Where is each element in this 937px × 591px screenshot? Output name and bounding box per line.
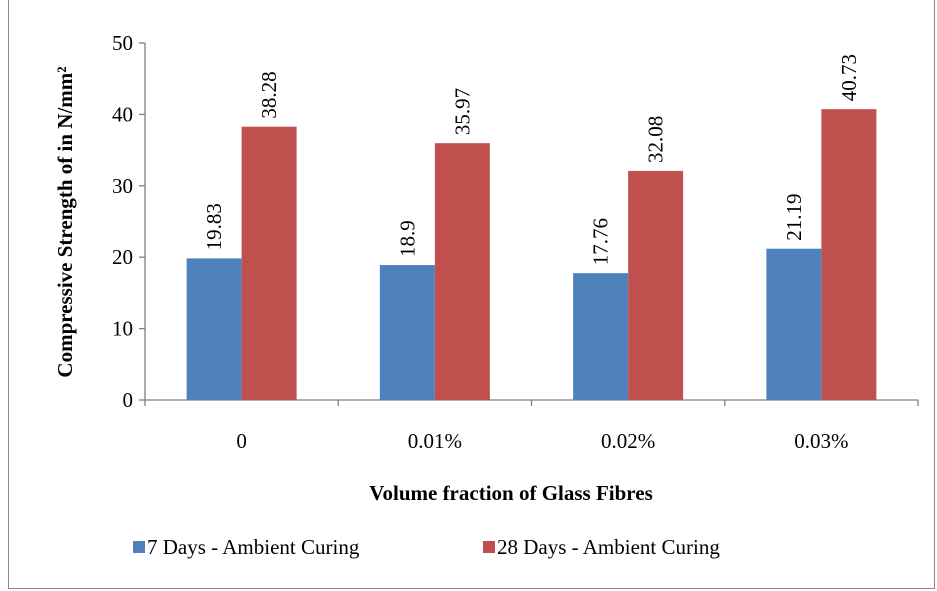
data-label: 32.08 (644, 116, 668, 163)
legend-label: 28 Days - Ambient Curing (497, 535, 720, 559)
y-tick-label: 50 (112, 31, 133, 55)
y-axis-ticks: 0 10 20 30 40 50 (112, 31, 145, 412)
bar (821, 109, 877, 400)
x-axis-ticks: 0 0.01% 0.02% 0.03% (144, 400, 919, 453)
legend-swatch (133, 541, 145, 553)
data-labels-group: 19.83 38.28 18.9 35.97 17.76 32.08 21.19 40.73 (202, 54, 861, 265)
y-axis-title: Compressive Strength of in N/mm² (53, 66, 77, 377)
y-tick-label: 20 (112, 245, 133, 269)
y-tick-label: 0 (123, 388, 134, 412)
data-label: 19.83 (202, 203, 226, 250)
data-label: 21.19 (782, 193, 806, 240)
x-tick-label: 0.01% (408, 429, 462, 453)
data-label: 38.28 (257, 71, 281, 118)
legend-swatch (483, 541, 495, 553)
x-tick-label: 0 (236, 429, 247, 453)
x-tick-label: 0.02% (601, 429, 655, 453)
bar (766, 248, 822, 400)
legend-label: 7 Days - Ambient Curing (147, 535, 360, 559)
chart-frame (8, 0, 935, 589)
bar (434, 143, 490, 400)
bars-group (186, 109, 877, 401)
bar (186, 258, 242, 400)
bar (573, 273, 629, 400)
x-axis-title: Volume fraction of Glass Fibres (369, 481, 653, 505)
data-label: 40.73 (837, 54, 861, 101)
y-tick-label: 10 (112, 317, 133, 341)
data-label: 18.9 (395, 220, 419, 257)
bar (379, 265, 435, 400)
bar (628, 170, 684, 400)
y-tick-label: 30 (112, 174, 133, 198)
y-tick-label: 40 (112, 102, 133, 126)
x-tick-label: 0.03% (794, 429, 848, 453)
legend: 7 Days - Ambient Curing 28 Days - Ambient… (133, 535, 720, 559)
bar (241, 126, 297, 401)
data-label: 35.97 (450, 88, 474, 135)
data-label: 17.76 (589, 218, 613, 265)
